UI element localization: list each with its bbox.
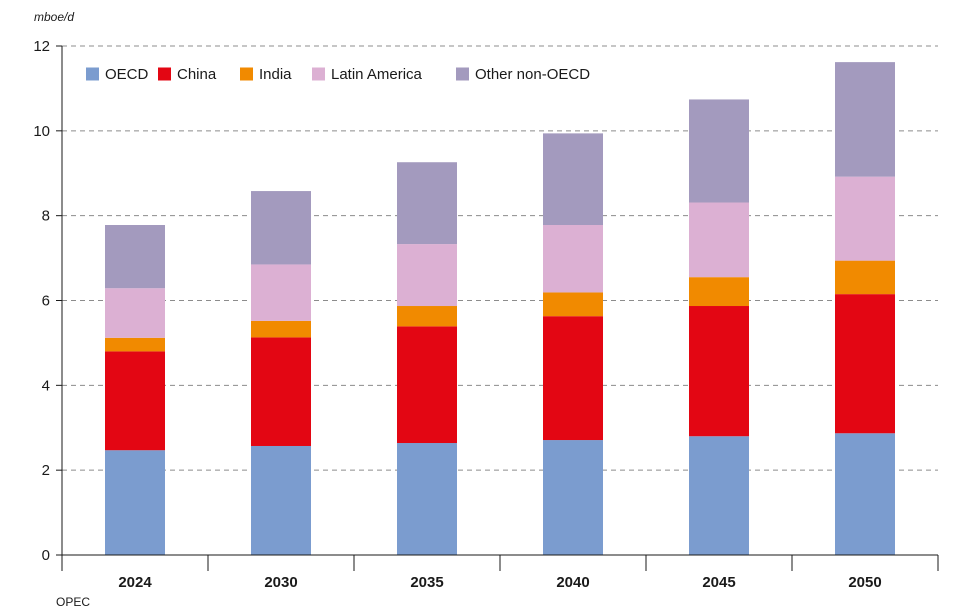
- y-tick-labels: 0 2 4 6 8 10 12: [33, 38, 50, 564]
- bar-latin-america-2045: [689, 202, 749, 278]
- y-tick-label-2: 2: [42, 462, 50, 479]
- x-tick-label-2024: 2024: [118, 574, 152, 591]
- bar-india-2030: [251, 320, 311, 338]
- bar-other-non-oecd-2035: [397, 162, 457, 245]
- bar-china-2040: [543, 316, 603, 441]
- legend-swatch-india: [240, 67, 253, 81]
- y-tick-label-6: 6: [42, 293, 50, 310]
- bar-oecd-2045: [689, 436, 749, 555]
- bar-oecd-2035: [397, 443, 457, 555]
- axes: [56, 45, 939, 571]
- legend-swatch-latin-america: [312, 67, 325, 81]
- gridlines: [62, 45, 938, 471]
- bar-oecd-2030: [251, 445, 311, 555]
- bar-latin-america-2024: [105, 288, 165, 338]
- bar-china-2050: [835, 294, 895, 434]
- bar-other-non-oecd-2024: [105, 224, 165, 289]
- bar-india-2050: [835, 260, 895, 295]
- bar-latin-america-2040: [543, 224, 603, 293]
- bar-other-non-oecd-2050: [835, 62, 895, 177]
- legend-swatch-other-non-oecd: [456, 67, 469, 81]
- bar-oecd-2050: [835, 433, 895, 555]
- bar-india-2024: [105, 337, 165, 352]
- y-tick-label-12: 12: [33, 38, 50, 55]
- y-tick-label-0: 0: [42, 547, 50, 564]
- legend-label-latin-america: Latin America: [331, 66, 423, 83]
- bar-china-2045: [689, 306, 749, 437]
- bar-latin-america-2035: [397, 244, 457, 307]
- bars: [105, 62, 895, 555]
- bar-china-2030: [251, 337, 311, 446]
- bar-india-2040: [543, 292, 603, 317]
- x-tick-label-2050: 2050: [848, 574, 881, 591]
- legend-label-india: India: [259, 66, 292, 83]
- bar-latin-america-2030: [251, 264, 311, 321]
- legend-label-china: China: [177, 66, 217, 83]
- bar-india-2035: [397, 306, 457, 327]
- y-tick-label-8: 8: [42, 208, 50, 225]
- legend: OECD China India Latin America Other non-OEC…: [86, 66, 590, 83]
- bar-china-2035: [397, 326, 457, 444]
- bar-latin-america-2050: [835, 176, 895, 261]
- legend-label-oecd: OECD: [105, 66, 149, 83]
- bar-other-non-oecd-2040: [543, 133, 603, 225]
- bar-oecd-2040: [543, 440, 603, 555]
- y-axis-unit-label: mboe/d: [34, 10, 74, 24]
- legend-label-other-non-oecd: Other non-OECD: [475, 66, 590, 83]
- source-label: OPEC: [56, 595, 90, 609]
- legend-swatch-china: [158, 67, 171, 81]
- x-tick-label-2030: 2030: [264, 574, 297, 591]
- legend-swatch-oecd: [86, 67, 99, 81]
- bar-china-2024: [105, 351, 165, 451]
- x-tick-labels: 2024 2030 2035 2040 2045 2050: [118, 574, 881, 591]
- bar-india-2045: [689, 277, 749, 307]
- x-tick-label-2045: 2045: [702, 574, 735, 591]
- x-tick-label-2035: 2035: [410, 574, 443, 591]
- bar-oecd-2024: [105, 450, 165, 555]
- x-tick-label-2040: 2040: [556, 574, 589, 591]
- y-tick-label-10: 10: [33, 123, 50, 140]
- bar-other-non-oecd-2045: [689, 99, 749, 203]
- bar-other-non-oecd-2030: [251, 191, 311, 265]
- y-tick-label-4: 4: [42, 377, 50, 394]
